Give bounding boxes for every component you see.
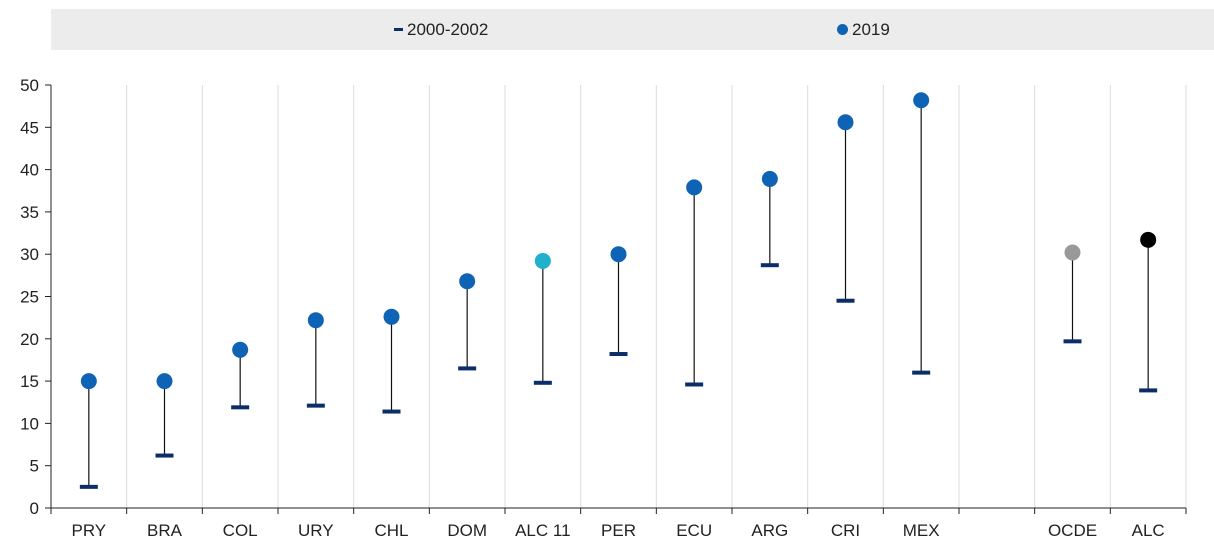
point-2019 bbox=[459, 273, 476, 290]
x-tick-label: MEX bbox=[903, 521, 940, 538]
x-tick-label: ECU bbox=[676, 521, 712, 538]
x-tick-label: OCDE bbox=[1048, 521, 1097, 538]
y-tick-label: 20 bbox=[20, 330, 39, 349]
point-2019 bbox=[686, 179, 703, 196]
y-tick-label: 40 bbox=[20, 161, 39, 180]
marker-2000-2002 bbox=[760, 263, 779, 268]
marker-2000-2002 bbox=[836, 298, 855, 303]
x-tick-label: DOM bbox=[447, 521, 487, 538]
legend-dash-marker-icon bbox=[394, 28, 403, 31]
point-2019 bbox=[534, 252, 551, 269]
point-2019 bbox=[1064, 244, 1081, 261]
y-tick-label: 25 bbox=[20, 288, 39, 307]
x-tick-label: ARG bbox=[751, 521, 788, 538]
marker-2000-2002 bbox=[912, 370, 931, 375]
legend-item-2000-2002: 2000-2002 bbox=[394, 9, 488, 50]
marker-2000-2002 bbox=[306, 403, 325, 408]
y-tick-label: 10 bbox=[20, 414, 39, 433]
point-2019 bbox=[307, 312, 324, 329]
legend-dot-marker-icon bbox=[837, 24, 848, 35]
y-tick-label: 15 bbox=[20, 372, 39, 391]
x-tick-label: COL bbox=[223, 521, 258, 538]
y-tick-label: 50 bbox=[20, 76, 39, 95]
marker-2000-2002 bbox=[231, 405, 250, 410]
x-tick-label: CHL bbox=[374, 521, 408, 538]
marker-2000-2002 bbox=[79, 484, 98, 489]
point-2019 bbox=[156, 373, 173, 390]
x-tick-label: URY bbox=[298, 521, 334, 538]
marker-2000-2002 bbox=[382, 409, 401, 414]
marker-2000-2002 bbox=[1139, 388, 1158, 393]
y-tick-label: 35 bbox=[20, 203, 39, 222]
y-tick-label: 5 bbox=[30, 457, 39, 476]
point-2019 bbox=[383, 308, 400, 325]
marker-2000-2002 bbox=[609, 352, 628, 357]
legend: 2000-2002 2019 bbox=[51, 9, 1214, 50]
point-2019 bbox=[913, 92, 930, 109]
x-tick-label: BRA bbox=[147, 521, 183, 538]
point-2019 bbox=[1140, 231, 1157, 248]
y-tick-label: 0 bbox=[30, 499, 39, 518]
point-2019 bbox=[232, 341, 249, 358]
x-tick-label: PRY bbox=[72, 521, 107, 538]
x-tick-label: PER bbox=[601, 521, 636, 538]
legend-item-2019: 2019 bbox=[837, 9, 890, 50]
marker-2000-2002 bbox=[685, 382, 704, 387]
y-tick-label: 45 bbox=[20, 118, 39, 137]
x-tick-label: CRI bbox=[831, 521, 860, 538]
point-2019 bbox=[837, 114, 854, 131]
marker-2000-2002 bbox=[1063, 339, 1082, 344]
y-tick-label: 30 bbox=[20, 245, 39, 264]
legend-label-2000-2002: 2000-2002 bbox=[407, 19, 489, 39]
x-tick-label: ALC 11 bbox=[515, 521, 570, 538]
marker-2000-2002 bbox=[155, 453, 174, 458]
marker-2000-2002 bbox=[533, 380, 552, 385]
legend-label-2019: 2019 bbox=[852, 19, 890, 39]
point-2019 bbox=[761, 170, 778, 187]
point-2019 bbox=[610, 246, 627, 263]
x-tick-label: ALC bbox=[1132, 521, 1165, 538]
point-2019 bbox=[80, 373, 97, 390]
marker-2000-2002 bbox=[458, 366, 477, 371]
